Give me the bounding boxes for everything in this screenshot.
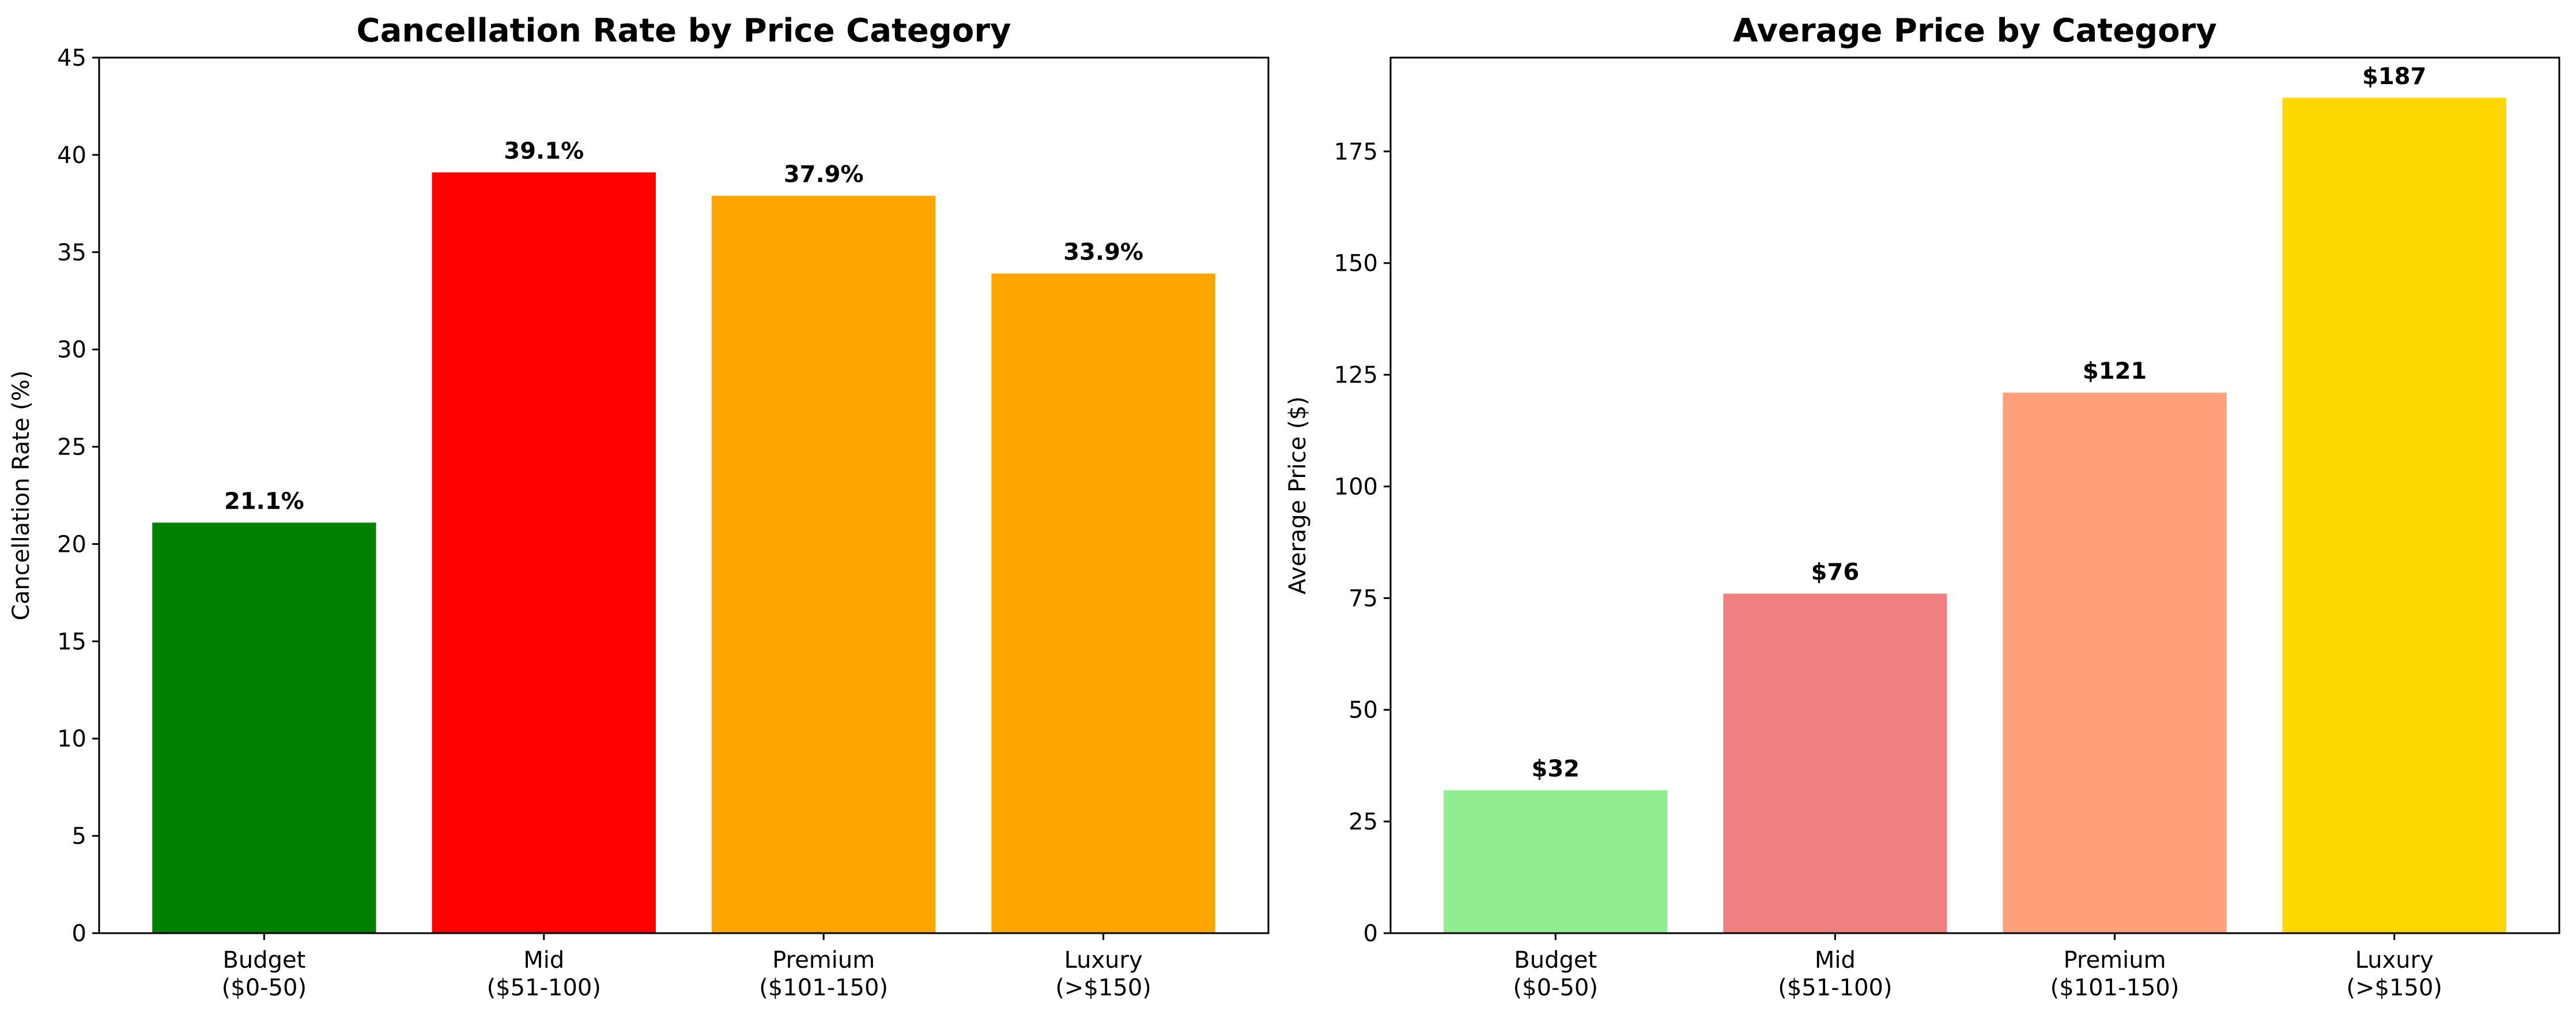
y-tick-label: 5: [72, 823, 86, 850]
plot-frame: [1389, 56, 2560, 934]
y-tick-label: 15: [57, 628, 86, 655]
chart-title: Cancellation Rate by Price Category: [357, 12, 1011, 50]
data-label: $121: [2083, 358, 2147, 385]
bar: [2003, 392, 2227, 933]
y-tick-label: 25: [57, 434, 86, 461]
bar: [1723, 593, 1947, 933]
y-tick-label: 175: [1334, 139, 1378, 165]
y-tick-label: 0: [1363, 920, 1378, 947]
x-tick-label: ($101-150): [2050, 975, 2180, 1001]
x-tick-label: Luxury: [1064, 947, 1143, 973]
x-tick-label: Budget: [1514, 947, 1597, 973]
data-label: 21.1%: [224, 488, 304, 514]
y-tick-label: 125: [1334, 362, 1378, 389]
bar: [712, 195, 936, 933]
x-tick-label: Premium: [2064, 947, 2166, 973]
bar: [432, 172, 656, 934]
x-tick-label: ($51-100): [487, 975, 601, 1001]
data-label: $76: [1811, 559, 1860, 586]
y-axis-label: Average Price ($): [1285, 396, 1311, 594]
x-tick-label: Mid: [1815, 947, 1856, 973]
y-tick-label: 30: [57, 337, 86, 363]
y-tick-label: 100: [1334, 473, 1378, 500]
data-label: 33.9%: [1063, 239, 1143, 266]
y-tick-label: 0: [72, 920, 86, 947]
x-tick-label: ($0-50): [222, 975, 307, 1001]
x-tick-label: Premium: [772, 947, 875, 973]
y-tick-label: 40: [57, 142, 86, 169]
y-tick-label: 45: [57, 45, 86, 71]
data-label: 39.1%: [504, 138, 584, 164]
bar: [2282, 97, 2506, 934]
bar: [152, 522, 376, 933]
y-tick-label: 10: [57, 726, 86, 752]
x-tick-label: ($0-50): [1513, 975, 1598, 1001]
average-price-chart: 0 25 50 75 100 125 150 175 Budget($0-50) Mid($51-…: [1285, 12, 2560, 1001]
chart-title: Average Price by Category: [1733, 12, 2217, 50]
y-tick-label: 75: [1349, 585, 1378, 612]
y-tick-label: 20: [57, 531, 86, 558]
cancellation-rate-chart: 0 5 10 15 20 25 30 35 40 45 Budget($0-50) Mid($51-1…: [8, 12, 1270, 1001]
x-tick-label: ($51-100): [1778, 975, 1892, 1001]
y-tick-label: 50: [1349, 697, 1378, 723]
x-tick-label: (>$150): [1055, 975, 1151, 1001]
data-label: 37.9%: [784, 161, 864, 188]
x-tick-label: Budget: [222, 947, 305, 973]
data-label: $32: [1531, 756, 1580, 782]
x-tick-label: Mid: [523, 947, 564, 973]
x-tick-label: Luxury: [2355, 947, 2434, 973]
data-label: $187: [2362, 63, 2426, 90]
x-tick-label: (>$150): [2346, 975, 2442, 1001]
y-tick-label: 150: [1334, 251, 1378, 277]
y-tick-label: 25: [1349, 809, 1378, 835]
bar: [991, 273, 1215, 933]
x-tick-label: ($101-150): [759, 975, 888, 1001]
bar: [1444, 790, 1668, 933]
plot-frame: [98, 56, 1270, 934]
y-tick-label: 35: [57, 240, 86, 266]
y-axis-label: Cancellation Rate (%): [8, 370, 35, 620]
